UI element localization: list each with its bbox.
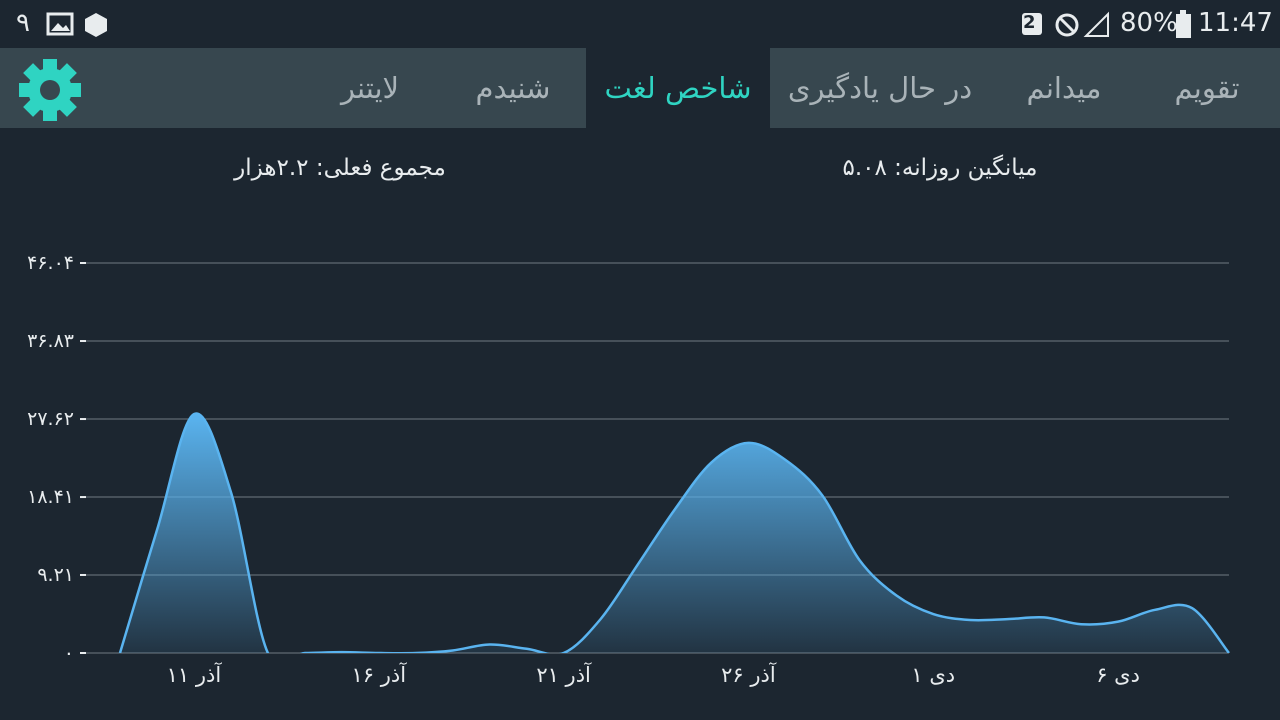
current-total: مجموع فعلی: ۲.۲هزار: [234, 155, 446, 181]
x-tick-label: ۲۶ آذر: [721, 662, 777, 687]
status-left-text: ۹: [16, 8, 30, 38]
area-fill: [120, 413, 1229, 653]
y-tick-label: ۲۷.۶۲: [27, 408, 74, 430]
y-tick-label: ۹.۲۱: [37, 564, 74, 586]
x-tick-label: ۶ دی: [1096, 663, 1140, 687]
sim-number: 2: [1023, 12, 1036, 33]
clock: 11:47: [1198, 8, 1273, 38]
status-icons-left: [46, 12, 107, 37]
plot-area: [118, 412, 1230, 653]
tab[interactable]: در حال یادگیری: [787, 71, 973, 105]
status-bar: ۹ 2 80% 11:47: [0, 0, 1280, 48]
y-tick-label: ۳۶.۸۳: [27, 330, 74, 352]
tab-bar: تقویم میدانم در حال یادگیری شاخص لغت شنی…: [0, 48, 1280, 128]
tab[interactable]: شاخص لغت: [586, 48, 770, 128]
status-icons-right: [1022, 11, 1109, 37]
tab[interactable]: شنیدم: [475, 71, 551, 105]
tab[interactable]: میدانم: [1026, 71, 1102, 105]
tab[interactable]: لایتنر: [340, 71, 400, 105]
x-tick-label: ۱۱ آذر: [167, 662, 223, 687]
line: [118, 412, 1230, 653]
settings-button[interactable]: [18, 58, 82, 122]
y-tick-label: ۱۸.۴۱: [27, 486, 74, 508]
y-tick-label: ۴۶.۰۴: [27, 252, 74, 274]
battery-level: 80%: [1120, 8, 1178, 38]
daily-average: میانگین روزانه: ۵.۰۸: [842, 155, 1038, 181]
x-tick-label: ۱ دی: [911, 663, 955, 687]
x-tick-label: ۱۶ آذر: [351, 662, 407, 687]
battery-icon: [1176, 10, 1191, 38]
y-tick-label: ۰: [64, 642, 74, 664]
tab[interactable]: تقویم: [1174, 71, 1240, 105]
x-tick-label: ۲۱ آذر: [536, 662, 592, 687]
